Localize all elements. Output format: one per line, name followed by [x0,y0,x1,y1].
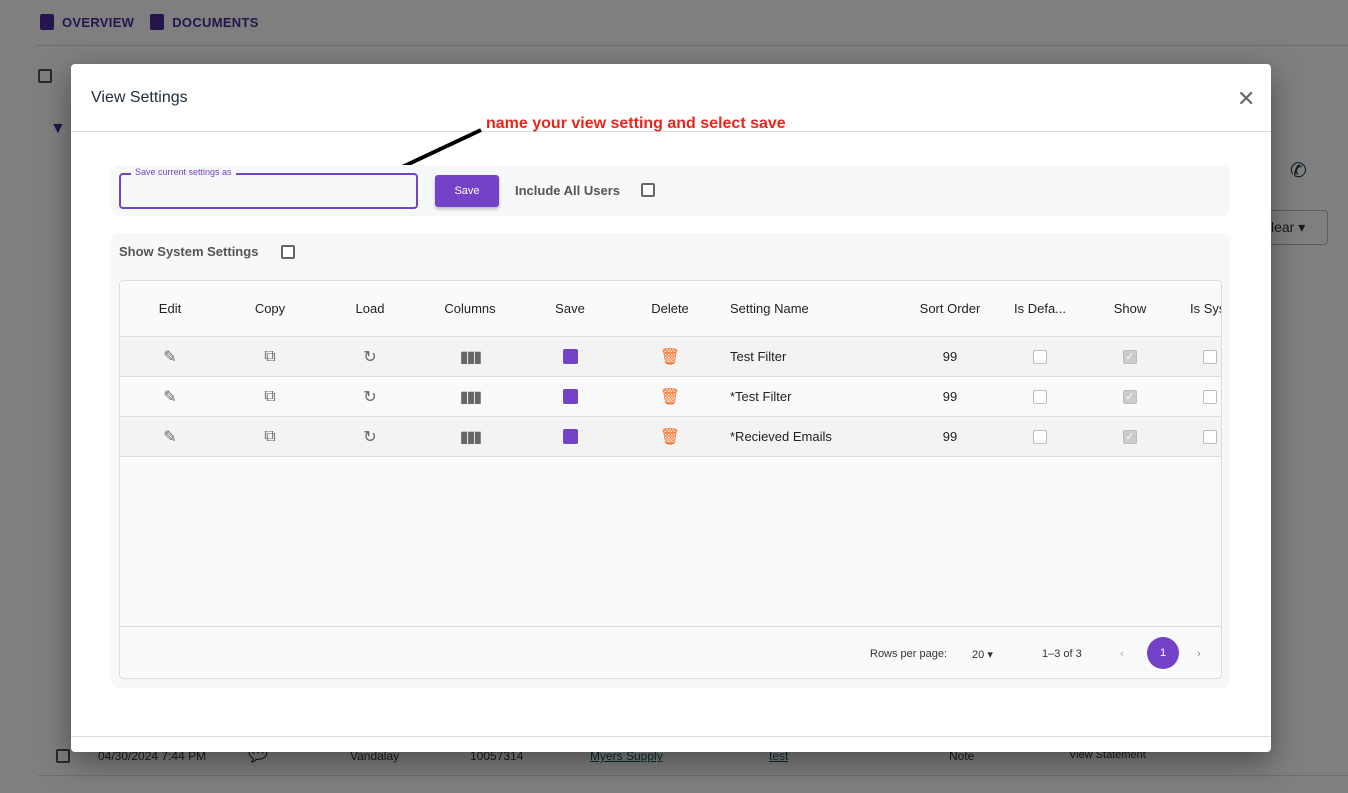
table-row[interactable]: ✎ ⧉ ↻ ▮▮▮ 🗑 Test Filter 99 ✓ [120,337,1221,377]
sort-order: 99 [942,349,958,364]
columns-icon[interactable]: ▮▮▮ [459,348,482,366]
is-system-checkbox[interactable] [1203,429,1217,444]
columns-icon[interactable]: ▮▮▮ [459,428,482,446]
is-default-checkbox[interactable] [1033,349,1047,364]
column-header-edit[interactable]: Edit [158,301,182,316]
delete-icon[interactable]: 🗑 [659,388,681,406]
column-header-load[interactable]: Load [355,301,385,316]
show-checkbox[interactable]: ✓ [1123,429,1137,444]
setting-name: Test Filter [730,349,787,364]
column-header-sort-order[interactable]: Sort Order [919,301,981,316]
column-header-show[interactable]: Show [1113,301,1147,316]
edit-icon[interactable]: ✎ [163,388,177,406]
dialog-header: View Settings ✕ [71,64,1271,132]
save-icon[interactable] [562,349,578,364]
show-checkbox[interactable]: ✓ [1123,349,1137,364]
load-refresh-icon[interactable]: ↻ [363,348,377,366]
edit-icon[interactable]: ✎ [163,428,177,446]
rows-per-page-value: 20 [972,649,985,661]
pagination: Rows per page: 20 ▾ 1–3 of 3 ‹ 1 › [120,626,1221,678]
rows-per-page-label: Rows per page: [870,648,948,660]
save-icon[interactable] [562,389,578,404]
column-header-copy[interactable]: Copy [254,301,286,316]
show-system-settings-label: Show System Settings [119,244,259,259]
prev-page-icon[interactable]: ‹ [1120,648,1124,660]
show-system-settings-checkbox[interactable] [281,245,295,259]
column-header-setting-name[interactable]: Setting Name [730,301,809,316]
settings-table: Edit Copy Load Columns Save Delete Setti… [119,280,1222,679]
dialog-title: View Settings [91,89,188,106]
copy-icon[interactable]: ⧉ [264,347,276,365]
save-name-label: Save current settings as [131,167,236,177]
column-header-is-default[interactable]: Is Defa... [1013,301,1067,316]
is-default-checkbox[interactable] [1033,429,1047,444]
is-system-checkbox[interactable] [1203,389,1217,404]
include-all-users-checkbox[interactable] [641,183,655,197]
page-1-button[interactable]: 1 [1147,637,1179,669]
sort-order: 99 [942,429,958,444]
annotation-text: name your view setting and select save [486,115,786,132]
load-refresh-icon[interactable]: ↻ [363,428,377,446]
chevron-down-icon: ▾ [987,649,993,661]
table-row[interactable]: ✎ ⧉ ↻ ▮▮▮ 🗑 *Test Filter 99 ✓ [120,377,1221,417]
show-checkbox[interactable]: ✓ [1123,389,1137,404]
columns-icon[interactable]: ▮▮▮ [459,388,482,406]
include-all-users-label: Include All Users [515,183,620,198]
copy-icon[interactable]: ⧉ [264,427,276,445]
setting-name: *Recieved Emails [730,429,832,444]
settings-list-panel: Show System Settings Edit Copy Load Colu… [111,233,1230,688]
view-settings-dialog: View Settings ✕ name your view setting a… [71,64,1271,752]
delete-icon[interactable]: 🗑 [659,428,681,446]
save-name-field[interactable]: Save current settings as [119,167,418,209]
setting-name: *Test Filter [730,389,792,404]
copy-icon[interactable]: ⧉ [264,387,276,405]
next-page-icon[interactable]: › [1197,648,1201,660]
edit-icon[interactable]: ✎ [163,348,177,366]
column-header-columns[interactable]: Columns [444,301,496,316]
table-header: Edit Copy Load Columns Save Delete Setti… [120,281,1222,337]
rows-per-page-select[interactable]: 20 ▾ [972,648,993,661]
load-refresh-icon[interactable]: ↻ [363,388,377,406]
save-name-input[interactable] [121,175,416,207]
delete-icon[interactable]: 🗑 [659,348,681,366]
save-icon[interactable] [562,429,578,444]
is-system-checkbox[interactable] [1203,349,1217,364]
dialog-footer-divider [71,736,1271,737]
is-default-checkbox[interactable] [1033,389,1047,404]
column-header-delete[interactable]: Delete [651,301,689,316]
page-range: 1–3 of 3 [1042,648,1082,660]
column-header-is-system[interactable]: Is Sys [1190,301,1222,316]
table-row[interactable]: ✎ ⧉ ↻ ▮▮▮ 🗑 *Recieved Emails 99 ✓ [120,417,1221,457]
save-button[interactable]: Save [435,175,499,207]
column-header-save[interactable]: Save [555,301,585,316]
sort-order: 99 [942,389,958,404]
close-icon[interactable]: ✕ [1237,86,1256,111]
save-settings-panel: Save current settings as Save Include Al… [111,165,1230,216]
